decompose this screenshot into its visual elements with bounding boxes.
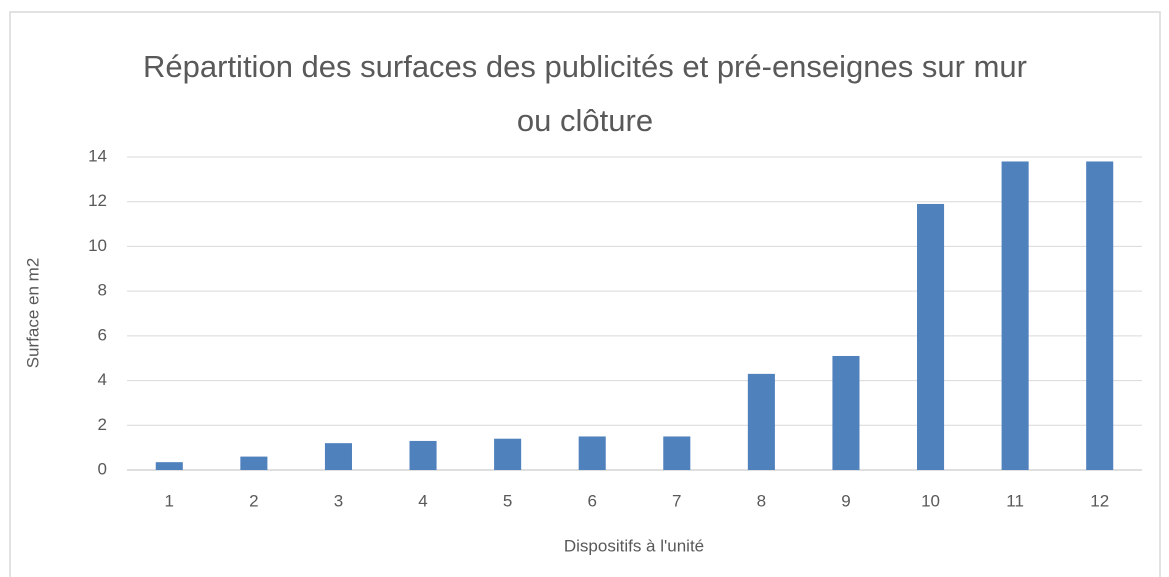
x-tick-label: 9 — [841, 491, 850, 510]
x-tick-label: 8 — [757, 491, 766, 510]
y-axis-label: Surface en m2 — [23, 258, 42, 369]
x-tick-label: 7 — [672, 491, 681, 510]
bar — [578, 436, 606, 470]
x-tick-label: 3 — [334, 491, 343, 510]
bar — [155, 462, 183, 470]
bar — [917, 203, 945, 470]
bar — [832, 355, 860, 470]
y-tick-label: 10 — [88, 236, 107, 255]
y-tick-label: 0 — [98, 459, 107, 478]
bar — [1086, 161, 1114, 470]
x-tick-label: 2 — [249, 491, 258, 510]
x-tick-label: 1 — [165, 491, 174, 510]
bar — [494, 438, 522, 470]
y-tick-label: 12 — [88, 191, 107, 210]
bar — [324, 443, 352, 470]
x-tick-label: 6 — [587, 491, 596, 510]
bar — [240, 456, 268, 470]
x-tick-label: 10 — [921, 491, 940, 510]
x-tick-label: 4 — [418, 491, 427, 510]
bar — [663, 436, 691, 470]
x-tick-label: 12 — [1090, 491, 1109, 510]
y-tick-label: 8 — [98, 281, 107, 300]
y-tick-label: 2 — [98, 415, 107, 434]
bar — [409, 440, 437, 470]
bar — [1001, 161, 1029, 470]
x-tick-label: 5 — [503, 491, 512, 510]
y-tick-label: 14 — [88, 146, 107, 165]
y-tick-label: 4 — [98, 370, 107, 389]
chart-title: Répartition des surfaces des publicités … — [143, 49, 1027, 138]
x-tick-label: 11 — [1006, 491, 1024, 510]
bar — [747, 373, 775, 470]
x-axis-label: Dispositifs à l'unité — [564, 536, 704, 555]
y-tick-label: 6 — [98, 325, 107, 344]
chart-frame — [9, 11, 1161, 577]
